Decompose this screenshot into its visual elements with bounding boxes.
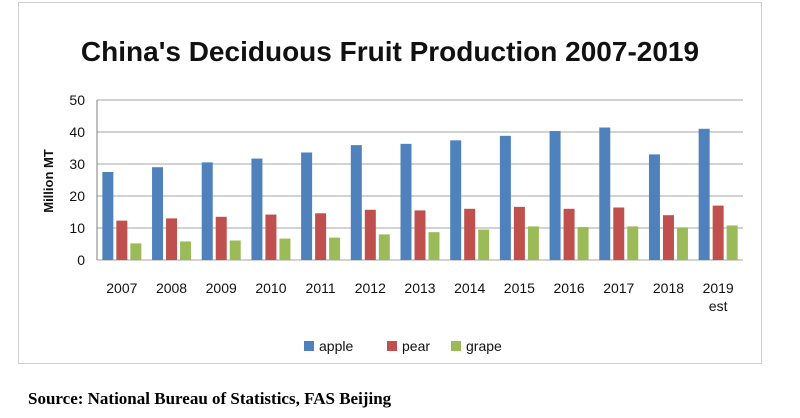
- y-tick-label: 10: [69, 220, 85, 236]
- bar-grape: [428, 232, 440, 260]
- y-tick-label: 30: [69, 156, 85, 172]
- bar-pear: [364, 209, 376, 260]
- bar-grape: [378, 234, 390, 260]
- x-tick-label: 2009: [206, 280, 237, 296]
- bar-apple: [549, 131, 561, 260]
- bar-grape: [577, 227, 589, 260]
- source-note: Source: National Bureau of Statistics, F…: [28, 389, 392, 408]
- bar-pear: [414, 210, 426, 260]
- bar-pear: [166, 218, 178, 260]
- bar-apple: [102, 172, 114, 260]
- bar-pear: [513, 206, 525, 260]
- bar-pear: [662, 215, 674, 260]
- x-tick-label: 2013: [404, 280, 435, 296]
- bar-apple: [400, 143, 412, 260]
- bar-pear: [464, 208, 476, 260]
- bar-pear: [215, 216, 227, 260]
- bar-grape: [180, 241, 192, 260]
- legend: apple pear grape: [304, 338, 502, 354]
- x-tick-label: 2016: [553, 280, 584, 296]
- x-tick-label: 2018: [653, 280, 684, 296]
- bars: [102, 127, 738, 261]
- x-tick-label: est: [709, 298, 728, 314]
- bar-apple: [499, 135, 511, 260]
- bar-apple: [350, 145, 362, 260]
- bar-grape: [676, 227, 688, 260]
- x-tick-label: 2015: [504, 280, 535, 296]
- bar-apple: [152, 167, 164, 260]
- bar-pear: [712, 205, 724, 260]
- legend-label-grape: grape: [466, 338, 502, 354]
- bar-grape: [130, 243, 142, 260]
- legend-swatch-pear: [387, 341, 397, 351]
- bar-chart: China's Deciduous Fruit Production 2007-…: [41, 36, 743, 354]
- bar-grape: [279, 238, 291, 260]
- bar-pear: [613, 207, 625, 260]
- x-tick-label: 2010: [255, 280, 286, 296]
- bar-grape: [478, 229, 490, 260]
- bar-apple: [648, 154, 660, 260]
- x-axis: 2007 2008 2009 2010 2011 2012 2013 2014 2015 2016…: [106, 280, 734, 314]
- legend-label-apple: apple: [319, 338, 353, 354]
- bar-grape: [726, 225, 738, 260]
- bar-grape: [627, 226, 639, 260]
- x-tick-label: 2017: [603, 280, 634, 296]
- bar-apple: [201, 162, 213, 260]
- bar-pear: [116, 220, 128, 260]
- bar-grape: [329, 237, 341, 260]
- bar-apple: [450, 140, 462, 260]
- x-tick-label: 2012: [355, 280, 386, 296]
- y-tick-label: 0: [77, 252, 85, 268]
- y-tick-label: 50: [69, 92, 85, 108]
- y-axis: 0 10 20 30 40 50: [69, 92, 85, 268]
- bar-grape: [229, 240, 241, 260]
- x-tick-label: 2019: [703, 280, 734, 296]
- legend-label-pear: pear: [402, 338, 430, 354]
- y-tick-label: 40: [69, 124, 85, 140]
- bar-apple: [599, 127, 611, 261]
- bar-pear: [265, 214, 277, 260]
- bar-pear: [315, 213, 327, 260]
- legend-swatch-apple: [304, 341, 314, 351]
- chart-title: China's Deciduous Fruit Production 2007-…: [81, 36, 699, 67]
- chart-frame: China's Deciduous Fruit Production 2007-…: [18, 2, 762, 364]
- legend-swatch-grape: [451, 341, 461, 351]
- x-tick-label: 2014: [454, 280, 485, 296]
- bar-pear: [563, 208, 575, 260]
- bar-apple: [301, 152, 313, 260]
- y-axis-label: Million MT: [41, 149, 56, 213]
- x-tick-label: 2011: [306, 280, 336, 296]
- bar-apple: [698, 128, 710, 260]
- bar-grape: [527, 226, 539, 260]
- x-tick-label: 2008: [156, 280, 187, 296]
- bar-apple: [251, 158, 263, 260]
- y-tick-label: 20: [69, 188, 85, 204]
- x-tick-label: 2007: [106, 280, 137, 296]
